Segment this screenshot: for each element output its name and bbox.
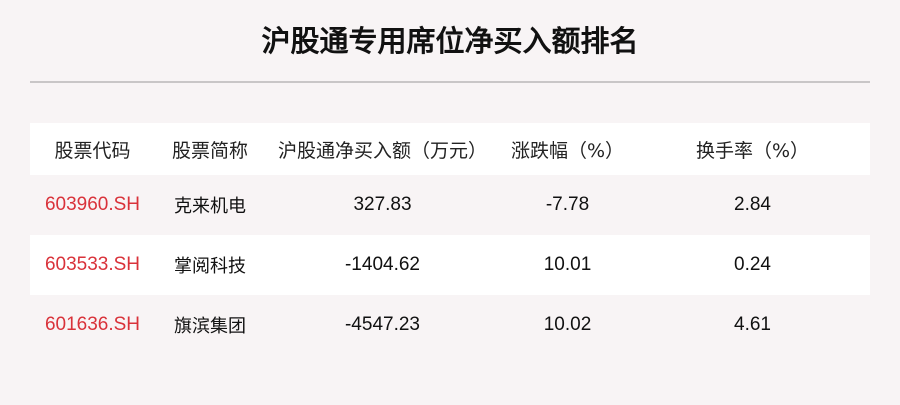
net-buy: 327.83 <box>353 194 412 215</box>
turnover: 2.84 <box>734 194 771 215</box>
stock-name: 克来机电 <box>174 196 246 217</box>
stock-code: 601636.SH <box>44 314 141 335</box>
change: 10.02 <box>543 314 592 335</box>
table-row: 601636.SH 旗滨集团 -4547.23 10.02 4.61 <box>30 295 870 355</box>
change: -7.78 <box>545 194 590 215</box>
column-header: 换手率（%） <box>695 139 810 162</box>
stock-name: 掌阅科技 <box>174 256 246 277</box>
turnover: 4.61 <box>734 314 771 335</box>
divider <box>30 81 870 83</box>
page-title: 沪股通专用席位净买入额排名 <box>261 24 639 58</box>
column-header: 股票简称 <box>171 139 248 162</box>
change: 10.01 <box>543 254 592 275</box>
ranking-table: 股票代码 股票简称 沪股通净买入额（万元） 涨跌幅（%） 换手率（%） 6039… <box>30 123 870 355</box>
stock-code: 603533.SH <box>44 254 141 275</box>
column-header: 涨跌幅（%） <box>510 139 625 162</box>
turnover: 0.24 <box>734 254 771 275</box>
stock-code: 603960.SH <box>44 194 141 215</box>
stock-name: 旗滨集团 <box>174 316 246 337</box>
table-row: 603533.SH 掌阅科技 -1404.62 10.01 0.24 <box>30 235 870 295</box>
net-buy: -1404.62 <box>344 254 420 275</box>
table-row: 603960.SH 克来机电 327.83 -7.78 2.84 <box>30 175 870 235</box>
net-buy: -4547.23 <box>344 314 420 335</box>
column-header: 股票代码 <box>54 139 131 162</box>
column-header: 沪股通净买入额（万元） <box>277 139 487 162</box>
table-header: 股票代码 股票简称 沪股通净买入额（万元） 涨跌幅（%） 换手率（%） <box>30 123 870 175</box>
